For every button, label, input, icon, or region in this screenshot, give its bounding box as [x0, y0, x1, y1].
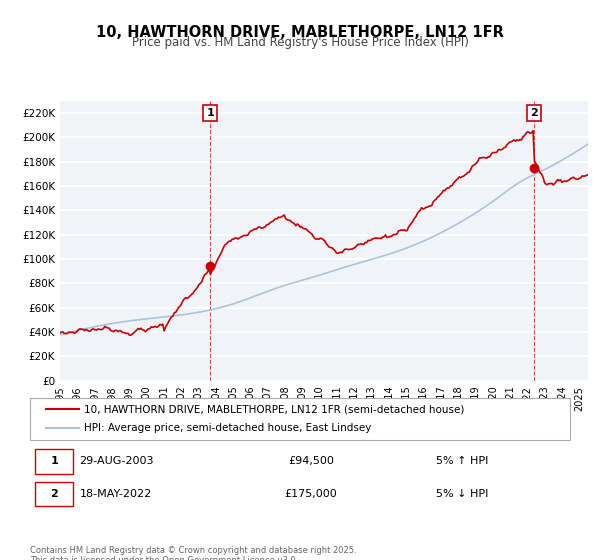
Text: 1: 1	[50, 456, 58, 466]
Text: Contains HM Land Registry data © Crown copyright and database right 2025.
This d: Contains HM Land Registry data © Crown c…	[30, 546, 356, 560]
Text: 18-MAY-2022: 18-MAY-2022	[80, 489, 152, 499]
Text: £175,000: £175,000	[284, 489, 337, 499]
Text: 10, HAWTHORN DRIVE, MABLETHORPE, LN12 1FR: 10, HAWTHORN DRIVE, MABLETHORPE, LN12 1F…	[96, 25, 504, 40]
Text: HPI: Average price, semi-detached house, East Lindsey: HPI: Average price, semi-detached house,…	[84, 423, 371, 433]
FancyBboxPatch shape	[35, 482, 73, 506]
FancyBboxPatch shape	[30, 398, 570, 440]
Text: 5% ↓ HPI: 5% ↓ HPI	[436, 489, 488, 499]
Text: 29-AUG-2003: 29-AUG-2003	[79, 456, 154, 466]
Text: 5% ↑ HPI: 5% ↑ HPI	[436, 456, 488, 466]
FancyBboxPatch shape	[35, 449, 73, 474]
Text: 2: 2	[50, 489, 58, 499]
Text: 10, HAWTHORN DRIVE, MABLETHORPE, LN12 1FR (semi-detached house): 10, HAWTHORN DRIVE, MABLETHORPE, LN12 1F…	[84, 404, 464, 414]
Text: 2: 2	[530, 108, 538, 118]
Text: 1: 1	[206, 108, 214, 118]
Text: Price paid vs. HM Land Registry's House Price Index (HPI): Price paid vs. HM Land Registry's House …	[131, 36, 469, 49]
Text: £94,500: £94,500	[288, 456, 334, 466]
